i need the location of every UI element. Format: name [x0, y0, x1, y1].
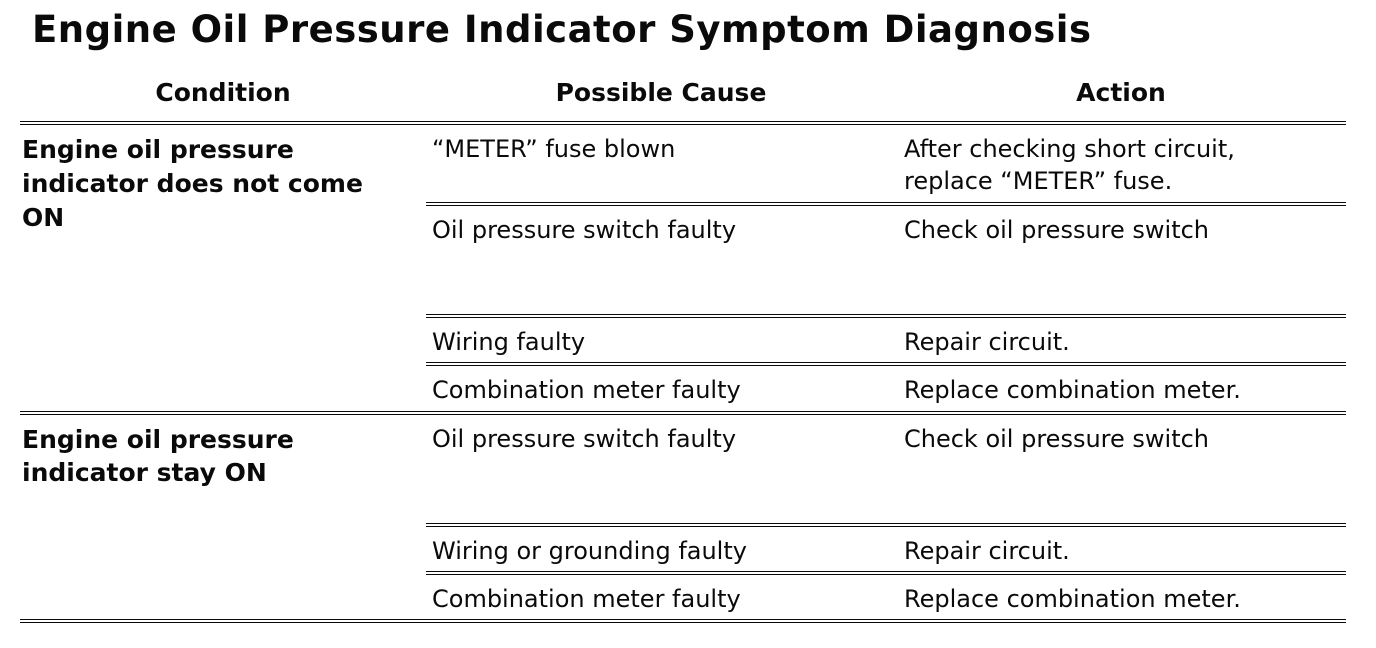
table-row: Combination meter faulty Replace combina… [20, 572, 1346, 624]
cause-cell: Wiring or grounding faulty [426, 524, 896, 575]
table-row: Wiring faulty Repair circuit. [20, 315, 1346, 367]
cause-cell: “METER” fuse blown [426, 123, 896, 206]
cause-cell: Combination meter faulty [426, 364, 896, 415]
action-cell: Check oil pressure switch [896, 203, 1346, 318]
table-row: Engine oil pressure indicator stay ON Oi… [20, 412, 1346, 624]
table-row: Combination meter faulty Replace combina… [20, 364, 1346, 415]
cause-cell: Wiring faulty [426, 315, 896, 367]
cause-cell: Combination meter faulty [426, 572, 896, 624]
action-cell: Repair circuit. [896, 315, 1346, 367]
action-cell: Repair circuit. [896, 524, 1346, 575]
table-row: Engine oil pressure indicator does not c… [20, 123, 1346, 415]
action-cell: Replace combination meter. [896, 364, 1346, 415]
table-header-row: Condition Possible Cause Action [20, 69, 1346, 125]
table-row: Oil pressure switch faulty Check oil pre… [20, 203, 1346, 318]
action-cell: Check oil pressure switch [896, 412, 1346, 527]
cause-cell: Oil pressure switch faulty [426, 412, 896, 527]
condition-cell: Engine oil pressure indicator stay ON [20, 412, 426, 624]
cause-cell: Oil pressure switch faulty [426, 203, 896, 318]
col-header-condition: Condition [20, 69, 426, 125]
action-cell: After checking short circuit, replace “M… [896, 123, 1346, 206]
condition-cell: Engine oil pressure indicator does not c… [20, 123, 426, 415]
table-row: Wiring or grounding faulty Repair circui… [20, 524, 1346, 575]
diagnosis-table: Condition Possible Cause Action Engine o… [20, 69, 1346, 624]
page-title: Engine Oil Pressure Indicator Symptom Di… [32, 8, 1092, 51]
col-header-action: Action [896, 69, 1346, 125]
col-header-cause: Possible Cause [426, 69, 896, 125]
action-cell: Replace combination meter. [896, 572, 1346, 624]
